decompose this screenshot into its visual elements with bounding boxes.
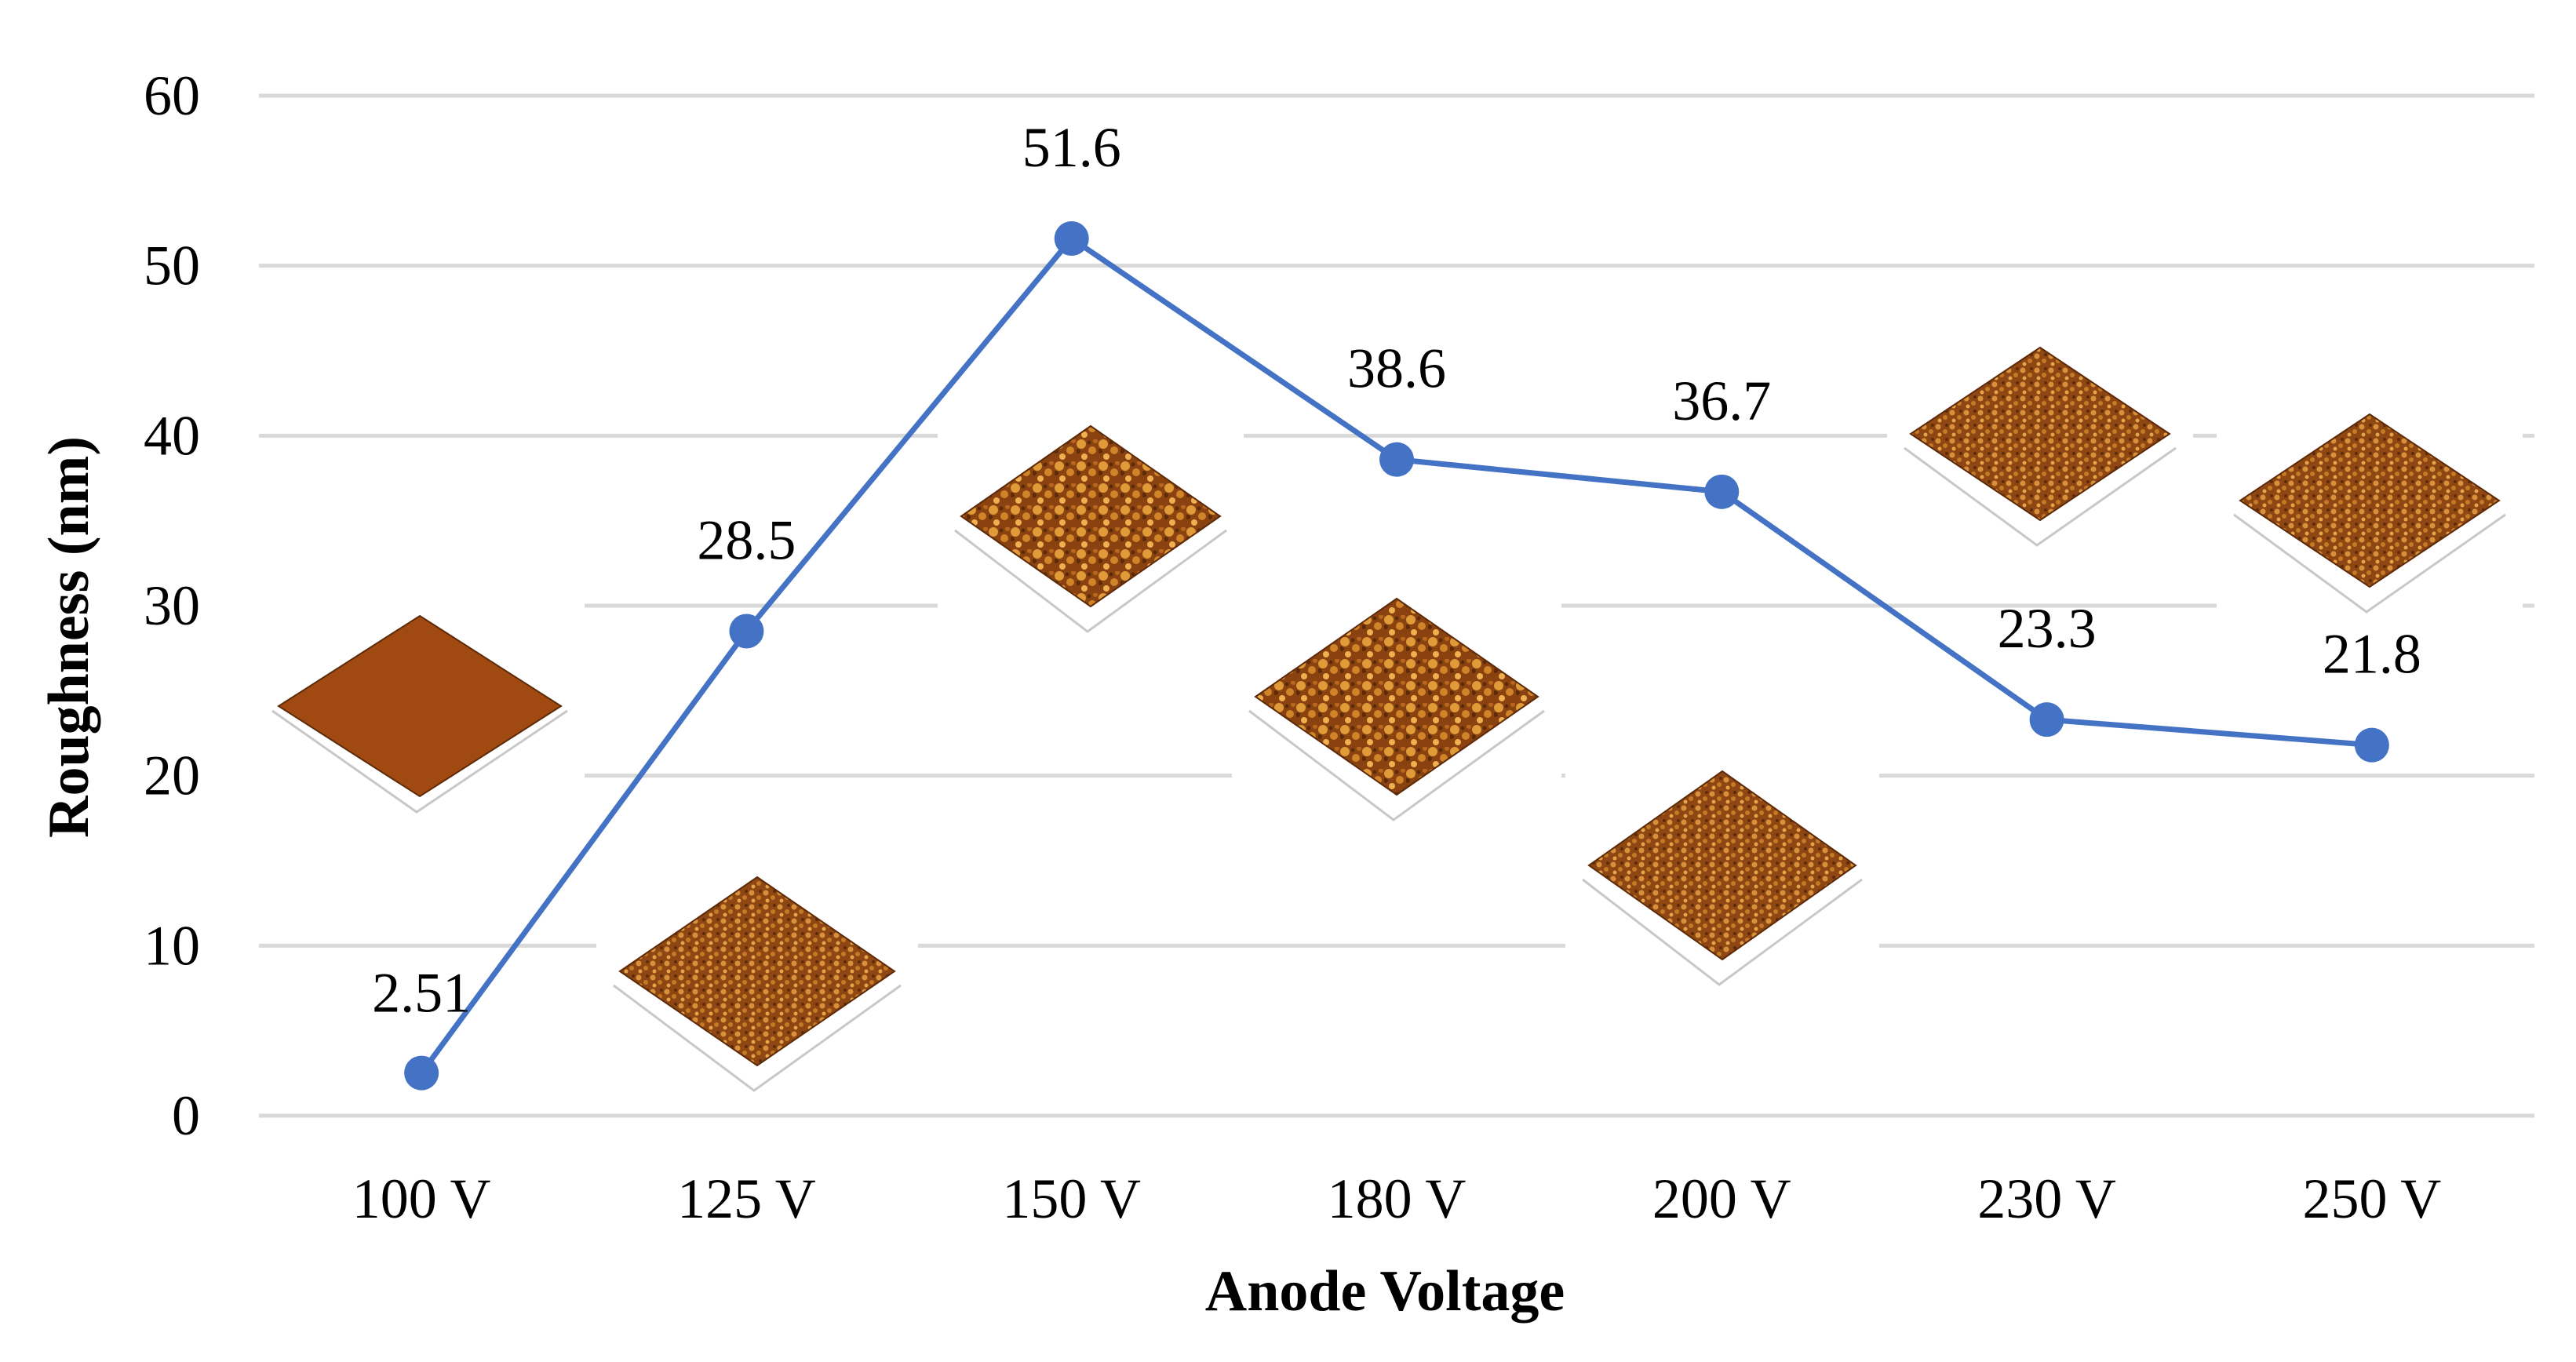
- y-tick-label: 10: [144, 914, 200, 977]
- afm-surface: [960, 424, 1222, 608]
- x-tick-label: 125 V: [677, 1167, 816, 1230]
- afm-surface-image: [1887, 333, 2193, 565]
- axes: 0 10 20 30 40 50 60 100 V 125 V 150 V 180 V 200 V 23…: [37, 64, 2441, 1324]
- afm-surface: [1254, 597, 1539, 796]
- data-label: 23.3: [1998, 597, 2097, 660]
- data-point-marker: [1704, 474, 1740, 509]
- afm-surface: [1909, 346, 2171, 522]
- data-label: 36.7: [1672, 370, 1771, 432]
- x-tick-label: 100 V: [352, 1167, 491, 1230]
- afm-frame: [954, 529, 1227, 633]
- afm-frame: [1248, 709, 1545, 821]
- data-labels: 2.51 28.5 51.6 38.6 36.7 23.3 21.8: [372, 116, 2421, 1025]
- y-axis-title: Roughness (nm): [37, 436, 101, 838]
- afm-surface: [2239, 413, 2501, 588]
- data-label: 28.5: [697, 509, 796, 572]
- x-axis-title: Anode Voltage: [1205, 1259, 1565, 1324]
- x-tick-label: 200 V: [1652, 1167, 1791, 1230]
- afm-surface-image: [596, 863, 918, 1110]
- afm-frame: [2233, 513, 2506, 614]
- afm-frame: [1582, 878, 1863, 986]
- afm-surface-image: [255, 592, 585, 832]
- y-tick-label: 0: [172, 1084, 200, 1147]
- data-point-marker: [404, 1055, 439, 1091]
- afm-inset-images: [255, 333, 2523, 1110]
- y-tick-label: 40: [144, 404, 200, 467]
- afm-surface-image: [2217, 400, 2523, 632]
- afm-surface: [1587, 770, 1857, 961]
- y-tick-label: 30: [144, 574, 200, 637]
- x-tick-label: 230 V: [1977, 1167, 2116, 1230]
- y-tick-label: 20: [144, 745, 200, 807]
- data-point-marker: [729, 614, 764, 649]
- data-point-marker: [1054, 221, 1089, 256]
- y-tick-label: 50: [144, 235, 200, 297]
- afm-surface-image: [1232, 584, 1561, 839]
- afm-surface: [277, 614, 563, 798]
- afm-frame: [613, 984, 902, 1092]
- data-label: 51.6: [1022, 116, 1121, 179]
- data-label: 21.8: [2323, 623, 2421, 686]
- y-tick-label: 60: [144, 64, 200, 127]
- x-tick-label: 150 V: [1002, 1167, 1141, 1230]
- x-tick-label: 250 V: [2303, 1167, 2442, 1230]
- data-point-marker: [2029, 702, 2064, 737]
- data-label: 2.51: [372, 962, 471, 1025]
- afm-surface-image: [938, 412, 1244, 651]
- afm-surface: [618, 876, 896, 1067]
- afm-surface-image: [1565, 757, 1879, 1004]
- data-series: [404, 221, 2389, 1091]
- data-point-marker: [2354, 727, 2389, 763]
- afm-frame: [271, 709, 568, 814]
- data-label: 38.6: [1347, 337, 1446, 400]
- x-tick-label: 180 V: [1328, 1167, 1467, 1230]
- afm-frame: [1904, 446, 2177, 547]
- data-point-marker: [1379, 442, 1414, 477]
